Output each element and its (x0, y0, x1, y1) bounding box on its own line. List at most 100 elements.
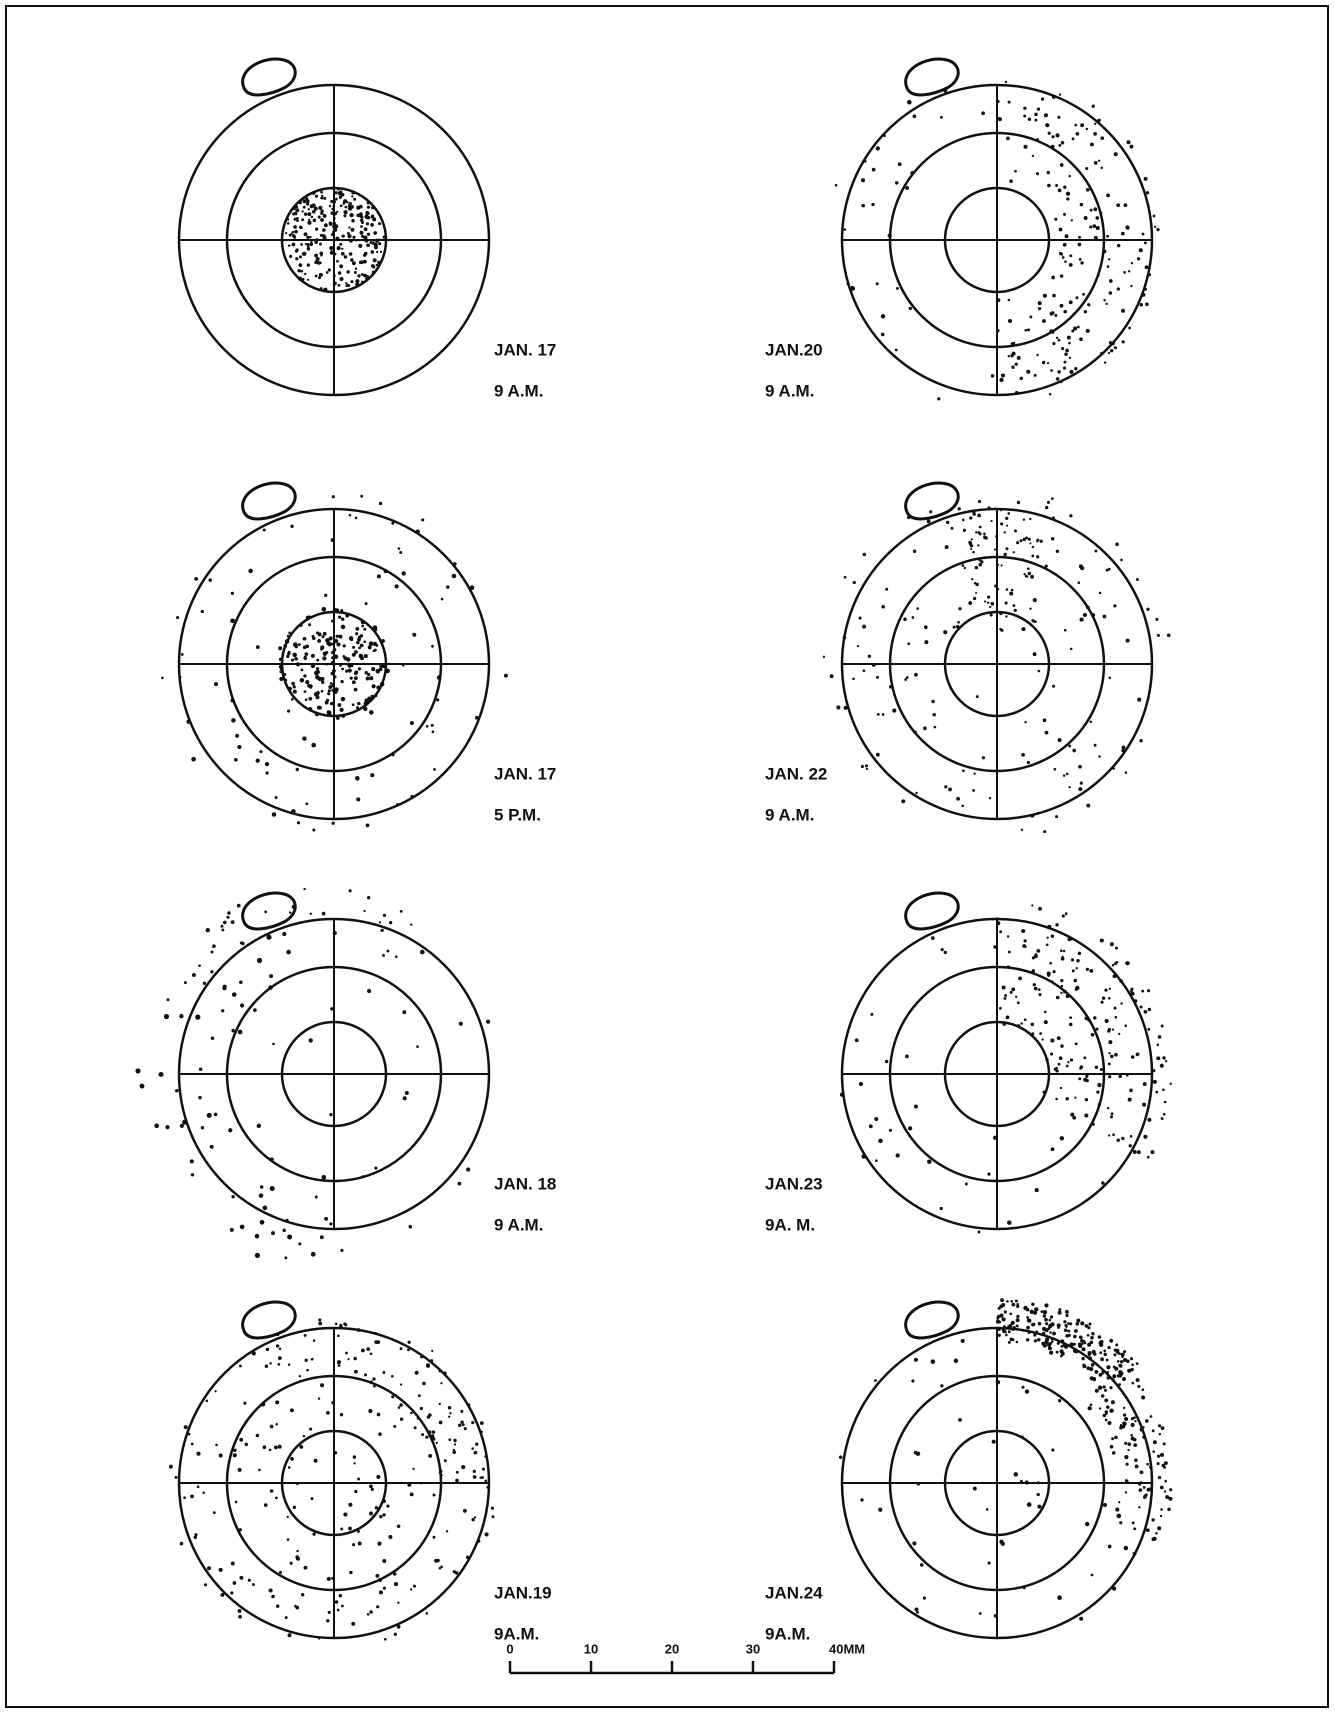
dot (1085, 167, 1088, 170)
dot (311, 654, 315, 658)
dot (946, 521, 949, 524)
dot (1048, 1346, 1052, 1350)
dot (1125, 771, 1128, 774)
dot (1060, 949, 1063, 952)
dot (240, 1003, 244, 1007)
dot (1167, 634, 1171, 638)
dot (318, 632, 322, 636)
dot (1096, 226, 1100, 230)
dot (1060, 992, 1062, 994)
dot (1060, 1087, 1062, 1089)
dot (1055, 1067, 1058, 1070)
dot (1053, 970, 1056, 973)
dot (1026, 1338, 1029, 1341)
dot (1161, 1025, 1164, 1028)
dot (1007, 965, 1010, 968)
dot (328, 1611, 331, 1614)
dot (333, 217, 336, 220)
dot (1126, 639, 1130, 643)
dot (372, 217, 376, 221)
dot (975, 566, 979, 570)
dot (296, 219, 299, 222)
dot (1132, 1521, 1135, 1524)
dot (1054, 314, 1057, 317)
dot (1021, 829, 1023, 831)
dot (286, 655, 289, 658)
dot (1051, 1448, 1054, 1451)
dot (1021, 753, 1025, 757)
dot (1091, 613, 1095, 617)
dot (1122, 1377, 1126, 1381)
dot (403, 1096, 407, 1100)
dot (1130, 1357, 1133, 1360)
dot (978, 1231, 981, 1234)
dot (1131, 1437, 1135, 1441)
dot (1140, 1470, 1144, 1474)
dot (293, 225, 297, 229)
dot (865, 764, 868, 767)
dot (1008, 319, 1012, 323)
dot (1043, 1310, 1047, 1314)
dot (1020, 1480, 1023, 1483)
dot (1008, 101, 1011, 104)
dot (1103, 1353, 1106, 1356)
dot (282, 932, 286, 936)
dot (999, 612, 1002, 615)
dot (231, 1562, 235, 1566)
dot (1065, 234, 1069, 238)
dot (324, 594, 327, 597)
dot (1031, 1303, 1034, 1306)
dot (285, 639, 290, 644)
dot (1164, 1461, 1168, 1465)
dot (988, 1561, 991, 1564)
dot (895, 181, 898, 184)
dot (851, 286, 854, 289)
dot (292, 243, 296, 247)
dot (1039, 1032, 1042, 1035)
dot (292, 905, 297, 910)
dot (379, 502, 382, 505)
dot (331, 620, 334, 623)
dot (327, 692, 330, 695)
dot (1128, 1442, 1132, 1446)
dot (1163, 1442, 1166, 1445)
dot (299, 1445, 303, 1449)
dot (289, 255, 292, 258)
dot (1006, 588, 1009, 591)
dot (847, 283, 850, 286)
dot (1064, 629, 1067, 632)
dot (169, 1465, 173, 1469)
dot (1060, 381, 1063, 384)
dot (504, 674, 508, 678)
dot (963, 530, 965, 532)
dot (338, 635, 342, 639)
dot (1110, 1445, 1114, 1449)
dot (331, 538, 335, 542)
dot (304, 690, 307, 693)
dot (365, 239, 368, 242)
dot (363, 910, 365, 912)
dot (1137, 257, 1140, 260)
dot (904, 678, 907, 681)
dot (969, 516, 972, 519)
dot (1033, 983, 1036, 986)
dot (379, 1515, 382, 1518)
dot (378, 239, 380, 241)
panel-date: JAN.20 (765, 340, 823, 359)
dot (400, 1347, 403, 1350)
dot (311, 1497, 314, 1500)
dot (1092, 105, 1095, 108)
dot (308, 623, 311, 626)
dot (983, 533, 986, 536)
dot (1058, 339, 1061, 342)
dot (371, 1488, 374, 1491)
dot (1076, 1351, 1078, 1353)
dot (1037, 1505, 1041, 1509)
dot (1074, 1329, 1078, 1333)
dot (357, 1328, 361, 1332)
dot (988, 506, 991, 509)
dot (1004, 997, 1007, 1000)
dot (1157, 634, 1160, 637)
dot (322, 228, 326, 232)
dot (326, 1619, 329, 1622)
